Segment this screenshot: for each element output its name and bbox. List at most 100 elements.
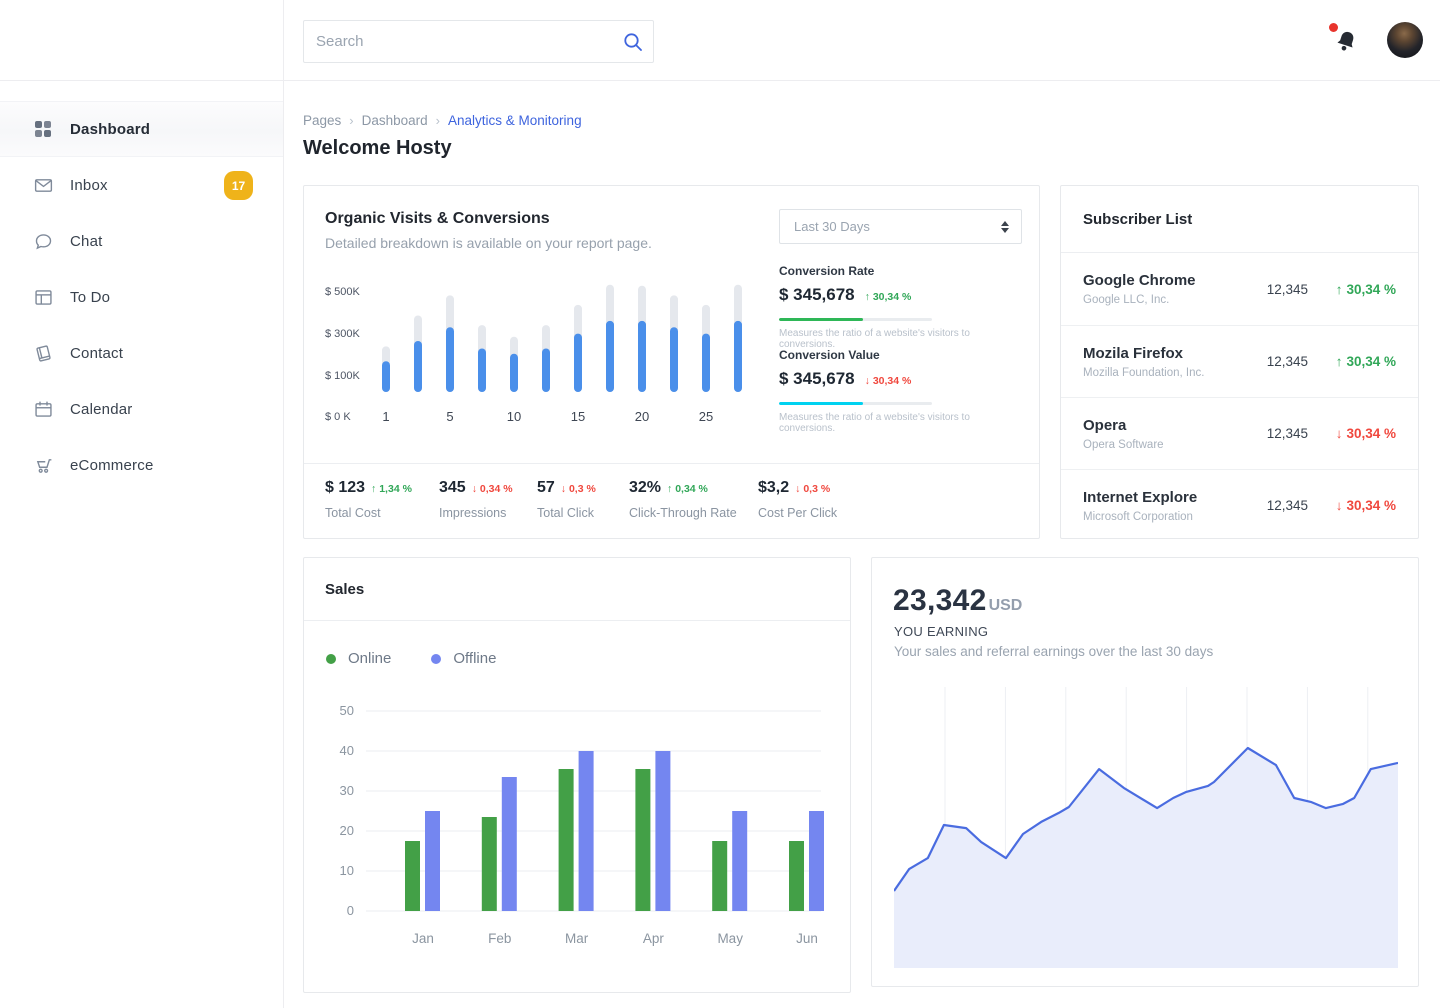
sidebar-item-label: Dashboard: [70, 120, 151, 138]
earnings-chart: [894, 687, 1398, 968]
notifications-button[interactable]: [1326, 22, 1366, 62]
subscriber-count: 12,345: [1266, 498, 1308, 513]
subscriber-delta: ↓ 30,34 %: [1335, 498, 1396, 513]
svg-text:$ 100K: $ 100K: [325, 370, 361, 382]
sidebar-item-ecommerce[interactable]: eCommerce: [0, 437, 283, 493]
sidebar: Dashboard Inbox 17 Chat: [0, 0, 284, 1008]
topbar: [0, 0, 1440, 81]
sidebar-item-todo[interactable]: To Do: [0, 269, 283, 325]
subscriber-company: Mozilla Foundation, Inc.: [1083, 366, 1205, 379]
sidebar-item-label: To Do: [70, 288, 111, 306]
subscriber-row-opera[interactable]: Opera Opera Software 12,345 ↓ 30,34 %: [1061, 397, 1418, 469]
stat-delta: ↓ 0,34 %: [471, 483, 513, 495]
stat-delta: ↓ 0,3 %: [795, 483, 831, 495]
arrow-down-icon: ↓: [471, 483, 477, 495]
sidebar-item-calendar[interactable]: Calendar: [0, 381, 283, 437]
earnings-amount: 23,342: [893, 584, 987, 617]
stat-total-click: 57 ↓ 0,3 % Total Click: [537, 479, 629, 539]
metric-label: Conversion Rate: [779, 264, 875, 278]
legend-dot-offline: [431, 653, 442, 664]
bell-icon: [1337, 31, 1354, 51]
svg-text:Mar: Mar: [565, 931, 589, 946]
stat-delta: ↑ 1,34 %: [371, 483, 412, 495]
subscriber-count: 12,345: [1266, 281, 1308, 297]
calendar-icon: [32, 398, 54, 420]
subscriber-company: Opera Software: [1083, 438, 1164, 451]
breadcrumb-dashboard[interactable]: Dashboard: [361, 113, 428, 128]
subscriber-count: 12,345: [1266, 426, 1308, 441]
breadcrumb: Pages › Dashboard › Analytics & Monitori…: [303, 113, 582, 128]
sidebar-item-dashboard[interactable]: Dashboard: [0, 101, 283, 157]
period-select[interactable]: Last 30 Days: [779, 209, 1022, 244]
todo-icon: [32, 286, 54, 308]
metric-value: $ 345,678: [779, 285, 855, 304]
earnings-card: 23,342 USD YOU EARNING Your sales and re…: [871, 557, 1419, 987]
organic-chart: $ 500K$ 300K$ 100K$ 0 K 1 5 10 15 20 25: [325, 284, 742, 424]
card-header: Subscriber List: [1061, 186, 1418, 253]
subscriber-company: Microsoft Corporation: [1083, 510, 1193, 523]
stat-value: $ 123: [325, 479, 366, 496]
subscriber-row-ie[interactable]: Internet Explore Microsoft Corporation 1…: [1061, 469, 1418, 541]
contact-icon: [32, 342, 54, 364]
stat-label: Click-Through Rate: [629, 506, 737, 520]
card-title: Subscriber List: [1083, 210, 1193, 228]
legend-label: Online: [348, 650, 392, 667]
subscriber-row-firefox[interactable]: Mozila Firefox Mozilla Foundation, Inc. …: [1061, 325, 1418, 397]
card-title: Organic Visits & Conversions: [325, 210, 550, 227]
subscriber-row-chrome[interactable]: Google Chrome Google LLC, Inc. 12,345 ↑ 3…: [1061, 253, 1418, 325]
stat-click-through-rate: 32% ↑ 0,34 % Click-Through Rate: [629, 479, 758, 539]
svg-text:20: 20: [635, 409, 649, 424]
search-icon[interactable]: [613, 31, 653, 53]
stat-cost-per-click: $3,2 ↓ 0,3 % Cost Per Click: [758, 479, 837, 539]
earnings-subtitle: Your sales and referral earnings over th…: [894, 644, 1214, 659]
svg-text:20: 20: [340, 823, 354, 838]
sales-legend: Online Offline: [326, 650, 496, 667]
grid-icon: [32, 118, 54, 140]
progress-track: [779, 318, 932, 321]
svg-text:$ 500K: $ 500K: [325, 286, 361, 298]
progress-track: [779, 402, 932, 405]
stat-label: Impressions: [439, 506, 507, 520]
metric-label: Conversion Value: [779, 348, 880, 362]
arrow-down-icon: ↓: [560, 483, 567, 495]
legend-dot-online: [326, 653, 336, 664]
conversion-rate-metric: Conversion Rate $ 345,678 ↑ 30,34 % Meas…: [779, 264, 1024, 350]
metric-value: $ 345,678: [779, 369, 855, 388]
subscriber-name: Google Chrome: [1083, 272, 1196, 289]
stat-label: Cost Per Click: [758, 506, 838, 520]
breadcrumb-current[interactable]: Analytics & Monitoring: [448, 113, 582, 128]
svg-text:Feb: Feb: [488, 931, 511, 946]
metric-caption: Measures the ratio of a website's visito…: [779, 412, 970, 434]
svg-text:1: 1: [382, 409, 389, 424]
sidebar-item-chat[interactable]: Chat: [0, 213, 283, 269]
legend-label: Offline: [453, 650, 497, 667]
subscriber-name: Opera: [1083, 416, 1127, 434]
legend-online[interactable]: Online: [326, 650, 391, 667]
search-input[interactable]: [304, 33, 613, 50]
subscriber-delta: ↓ 30,34 %: [1335, 426, 1396, 441]
sidebar-item-contact[interactable]: Contact: [0, 325, 283, 381]
period-select-value: Last 30 Days: [794, 219, 870, 234]
conversion-value-metric: Conversion Value $ 345,678 ↓ 30,34 % Mea…: [779, 348, 1024, 434]
select-arrows-icon: [1001, 220, 1009, 233]
arrow-down-icon: ↓: [1335, 498, 1343, 513]
breadcrumb-pages[interactable]: Pages: [303, 113, 342, 128]
organic-visits-card: Organic Visits & Conversions Detailed br…: [303, 185, 1040, 539]
card-title: Sales: [325, 580, 365, 598]
sidebar-item-label: Chat: [70, 232, 103, 250]
cart-icon: [32, 454, 54, 476]
progress-fill: [779, 402, 864, 405]
stat-delta: ↓ 0,3 %: [560, 483, 596, 495]
user-avatar[interactable]: [1387, 22, 1423, 58]
metric-delta: ↓ 30,34 %: [864, 375, 912, 387]
svg-text:40: 40: [340, 743, 354, 758]
progress-fill: [779, 318, 864, 321]
svg-text:10: 10: [507, 409, 521, 424]
arrow-down-icon: ↓: [795, 483, 801, 495]
earnings-currency: USD: [988, 597, 1023, 614]
legend-offline[interactable]: Offline: [431, 650, 496, 667]
metric-caption: Measures the ratio of a website's visito…: [779, 328, 970, 350]
arrow-up-icon: ↑: [1335, 354, 1343, 369]
sidebar-item-inbox[interactable]: Inbox 17: [0, 157, 283, 213]
stat-label: Total Click: [537, 506, 594, 520]
